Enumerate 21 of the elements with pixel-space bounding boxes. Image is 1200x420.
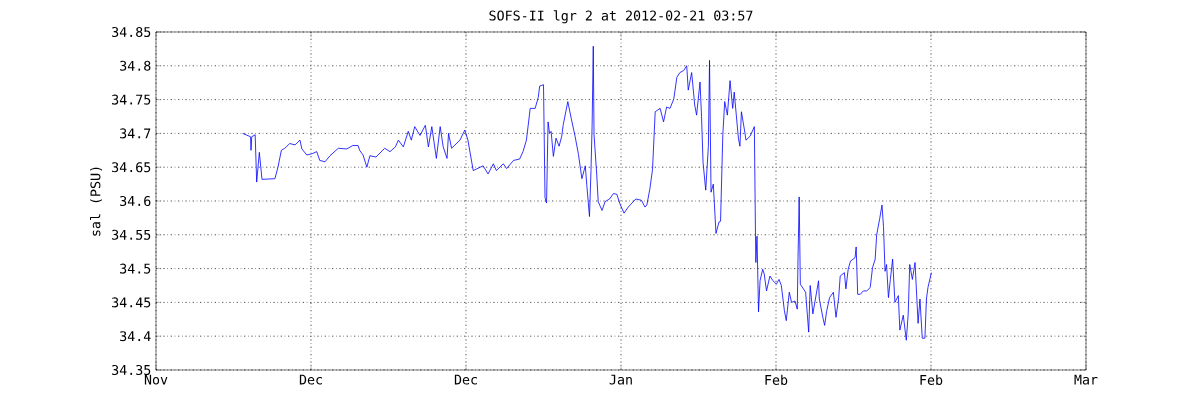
y-tick-label: 34.8 — [120, 60, 151, 71]
x-tick-label: Mar — [1074, 374, 1098, 385]
y-tick-label: 34.4 — [120, 331, 151, 342]
y-axis-title: sal (PSU) — [90, 167, 103, 236]
y-tick-label: 34.7 — [120, 128, 151, 139]
y-tick-label: 34.35 — [112, 364, 151, 376]
chart-title: SOFS-II lgr 2 at 2012-02-21 03:57 — [489, 10, 753, 24]
y-tick-label: 34.55 — [112, 229, 151, 240]
x-tick-label: Nov — [144, 374, 168, 385]
x-tick-label: Jan — [609, 374, 632, 385]
y-tick-label: 34.75 — [112, 94, 151, 105]
y-tick-label: 34.65 — [112, 162, 151, 173]
x-tick-label: Feb — [765, 374, 788, 386]
x-tick-label: Dec — [299, 374, 322, 385]
line-series — [242, 45, 932, 341]
x-tick-label: Dec — [454, 374, 477, 385]
y-tick-label: 34.5 — [120, 263, 151, 274]
x-tick-label: Feb — [920, 374, 943, 386]
y-tick-label: 34.45 — [112, 297, 151, 308]
y-tick-label: 34.6 — [120, 195, 151, 207]
y-tick-label: 34.85 — [112, 26, 151, 38]
